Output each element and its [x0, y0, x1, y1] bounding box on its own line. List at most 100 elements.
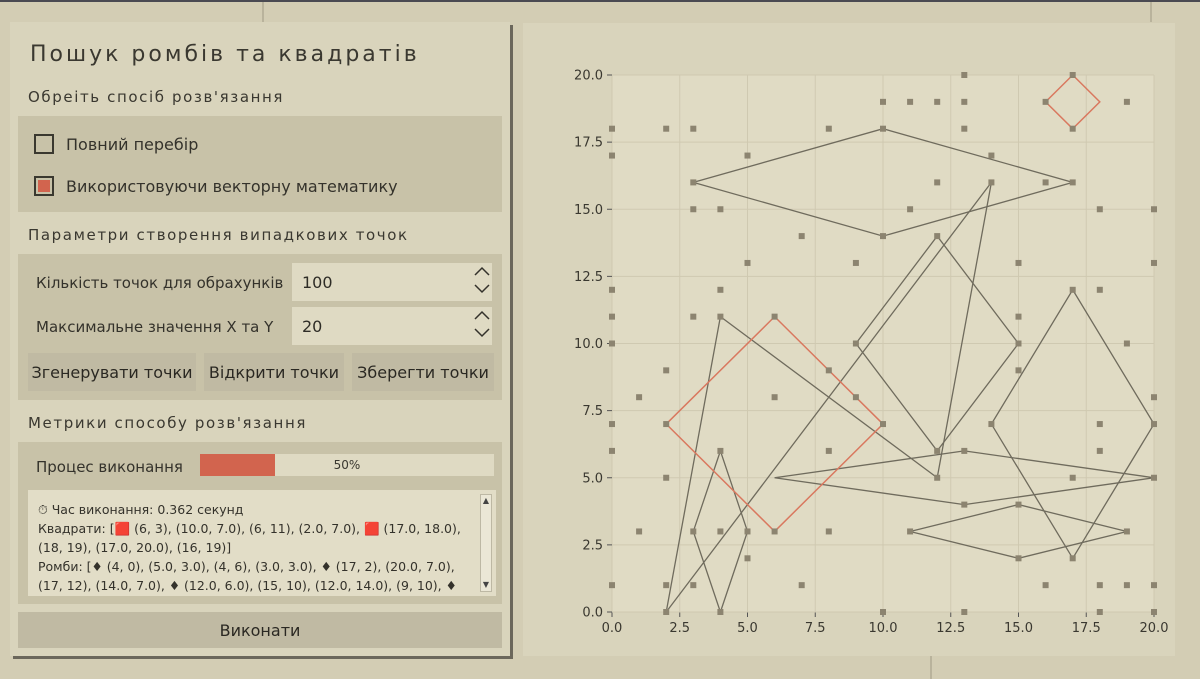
- progress-bar: 50%: [200, 454, 494, 476]
- data-point: [1123, 528, 1130, 535]
- plot-panel: 0.0 2.5 5.0 7.5 10.0 12.5 15.0 17.5 20.0 0.0 2.5 5.…: [523, 23, 1175, 656]
- chevron-down-icon[interactable]: [474, 327, 490, 343]
- data-point: [1015, 340, 1022, 347]
- radio-full-search-label: Повний перебір: [66, 134, 199, 154]
- scroll-down-icon[interactable]: ▼: [482, 580, 490, 589]
- radio-vector-math-label: Використовуючи векторну математику: [66, 176, 398, 196]
- data-point: [1015, 555, 1022, 562]
- data-point: [1015, 501, 1022, 508]
- y-tick-label: 15.0: [574, 203, 603, 218]
- scroll-up-icon[interactable]: ▲: [482, 496, 490, 505]
- max-value-label: Максимальне значення X та Y: [36, 318, 274, 336]
- data-point: [1151, 394, 1157, 401]
- data-point: [961, 447, 968, 454]
- background-line: [262, 2, 264, 22]
- data-point: [771, 313, 778, 320]
- data-point: [1096, 206, 1103, 213]
- radio-box-unchecked[interactable]: [34, 134, 54, 154]
- data-point: [609, 286, 615, 293]
- max-value-value: 20: [302, 316, 323, 336]
- data-point: [609, 340, 615, 347]
- data-point: [717, 447, 724, 454]
- data-point: [717, 206, 724, 213]
- data-point: [852, 259, 859, 266]
- background-line: [930, 656, 932, 679]
- data-point: [663, 125, 670, 132]
- x-tick-label: 7.5: [805, 621, 826, 636]
- data-point: [717, 313, 724, 320]
- chevron-up-icon[interactable]: [474, 309, 490, 325]
- data-point: [636, 394, 643, 401]
- data-point: [1151, 206, 1157, 213]
- data-point: [880, 98, 886, 105]
- data-point: [1096, 447, 1103, 454]
- data-point: [1096, 582, 1103, 589]
- data-point: [907, 528, 914, 535]
- data-point: [798, 233, 805, 240]
- data-point: [1096, 286, 1103, 293]
- data-point: [1123, 98, 1130, 105]
- x-tick-label: 2.5: [669, 621, 690, 636]
- data-point: [825, 125, 832, 132]
- data-point: [880, 233, 886, 240]
- data-point: [744, 259, 751, 266]
- point-count-value: 100: [302, 272, 333, 292]
- data-point: [880, 421, 886, 428]
- background-line: [1150, 2, 1152, 22]
- time-line: ⏱ Час виконання: 0.362 секунд: [38, 502, 244, 517]
- data-point: [1069, 474, 1076, 481]
- metrics-group: Процес виконання 50% ⏱ Час виконання: 0.…: [18, 442, 502, 604]
- results-scrollbar[interactable]: ▲ ▼: [480, 494, 492, 592]
- data-point: [663, 474, 670, 481]
- data-point: [1069, 72, 1076, 78]
- y-tick-label: 10.0: [574, 337, 603, 352]
- data-point: [825, 447, 832, 454]
- data-point: [988, 152, 995, 159]
- point-count-label: Кількість точок для обрахунків: [36, 274, 284, 292]
- chevron-up-icon[interactable]: [474, 265, 490, 281]
- radio-vector-math[interactable]: Використовуючи векторну математику: [34, 173, 398, 199]
- y-tick-label: 5.0: [582, 471, 603, 486]
- data-point: [961, 72, 968, 78]
- radio-full-search[interactable]: Повний перебір: [34, 131, 198, 157]
- data-point: [1096, 609, 1103, 615]
- data-point: [744, 152, 751, 159]
- data-point: [852, 340, 859, 347]
- data-point: [1151, 474, 1157, 481]
- data-point: [934, 233, 941, 240]
- data-point: [1069, 555, 1076, 562]
- data-point: [771, 528, 778, 535]
- data-point: [1123, 582, 1130, 589]
- max-value-input[interactable]: 20: [292, 307, 492, 345]
- data-point: [934, 447, 941, 454]
- x-tick-label: 0.0: [602, 621, 623, 636]
- data-point: [690, 125, 697, 132]
- data-point: [663, 582, 670, 589]
- radio-box-checked[interactable]: [34, 176, 54, 196]
- data-point: [744, 555, 751, 562]
- data-point: [717, 609, 724, 615]
- generate-points-button[interactable]: Згенерувати точки: [28, 353, 196, 391]
- data-point: [961, 125, 968, 132]
- data-point: [1151, 421, 1157, 428]
- open-points-button[interactable]: Відкрити точки: [204, 353, 344, 391]
- results-output[interactable]: ⏱ Час виконання: 0.362 секунд Квадрати: …: [28, 490, 496, 596]
- y-tick-label: 0.0: [582, 606, 603, 621]
- page-title: Пошук ромбів та квадратів: [30, 42, 420, 67]
- execute-button[interactable]: Виконати: [18, 612, 502, 648]
- data-point: [825, 528, 832, 535]
- chevron-down-icon[interactable]: [474, 283, 490, 299]
- save-points-button[interactable]: Зберегти точки: [352, 353, 494, 391]
- method-group: Повний перебір Використовуючи векторну м…: [18, 116, 502, 212]
- progress-label: Процес виконання: [36, 458, 183, 476]
- y-tick-label: 12.5: [574, 270, 603, 285]
- point-count-input[interactable]: 100: [292, 263, 492, 301]
- data-point: [663, 421, 670, 428]
- data-point: [988, 421, 995, 428]
- data-point: [852, 394, 859, 401]
- x-tick-label: 12.5: [936, 621, 965, 636]
- data-point: [1042, 582, 1049, 589]
- data-point: [1042, 98, 1049, 105]
- x-tick-label: 15.0: [1004, 621, 1033, 636]
- squares-line: Квадрати: [🟥 (6, 3), (10.0, 7.0), (6, 11…: [38, 521, 461, 555]
